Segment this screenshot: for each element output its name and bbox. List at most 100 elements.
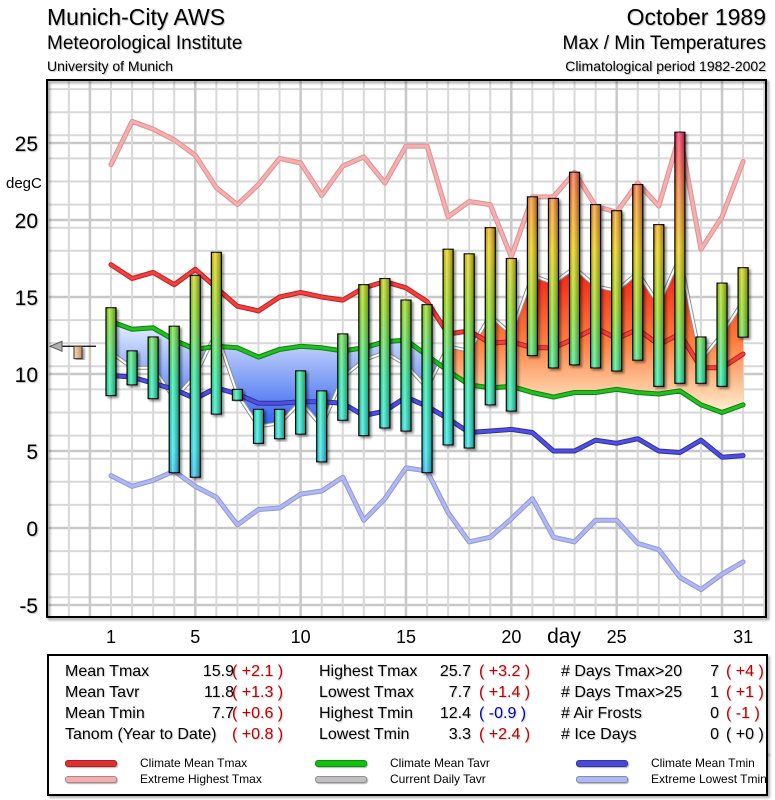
stat-row: Mean Tmax 15.9( +2.1 )	[49, 662, 766, 682]
statistics-panel: Mean Tmax 15.9( +2.1 ) Mean Tavr 11.8( +1.3…	[47, 654, 768, 754]
day-bar-shine	[106, 307, 116, 396]
day-bar-group	[716, 282, 728, 387]
x-tick-label: 15	[396, 627, 416, 647]
climate-period: Climatological period 1982-2002	[565, 58, 766, 74]
stat-label: Mean Tmin	[65, 705, 145, 722]
y-tick-label: 15	[15, 287, 38, 310]
stat-anomaly: ( -0.9 )	[479, 705, 527, 722]
day-bar-group	[379, 277, 391, 429]
stat-label: # Ice Days	[561, 726, 637, 743]
day-bar-group	[210, 251, 222, 415]
stat-label: Lowest Tmin	[319, 726, 410, 743]
day-bar-group	[526, 196, 539, 357]
stat-row: # Days Tmax>25 1 ( +1 )	[49, 683, 766, 703]
stat-value: 11.8	[204, 684, 234, 701]
stat-value: 7.7	[211, 705, 234, 722]
x-axis-label: day	[547, 625, 581, 648]
stat-anomaly: ( +1 )	[726, 684, 764, 701]
stat-anomaly: ( +2.1 )	[232, 663, 284, 680]
day-bar-group	[295, 370, 307, 435]
day-bar-group	[337, 333, 349, 421]
ytd-anomaly-bar	[73, 345, 83, 360]
stat-anomaly: ( -1 )	[726, 705, 760, 722]
daily-bars	[105, 131, 749, 478]
stat-anomaly: ( +1.4 )	[479, 684, 531, 701]
stat-anomaly: ( +1.3 )	[232, 684, 284, 701]
legend-label: Climate Mean Tavr	[390, 756, 490, 770]
stat-anomaly: ( +3.2 )	[479, 663, 531, 680]
day-bar-group	[400, 299, 412, 432]
stat-value: 7.7	[448, 684, 471, 701]
day-bar-group	[421, 304, 433, 474]
day-bar-shine	[400, 300, 411, 431]
day-bar-shine	[548, 198, 559, 368]
stat-label: Highest Tmax	[319, 663, 418, 680]
y-axis-ticks: -5 0 5 10 15 20 25	[15, 133, 38, 618]
day-bar-shine	[695, 337, 706, 384]
stat-value: 15.9	[202, 663, 234, 680]
day-bar-shine	[464, 253, 475, 448]
x-tick-label: 31	[733, 627, 753, 647]
stat-row: Lowest Tmin 3.3 ( +2.4 )	[49, 725, 766, 745]
warm-anomaly-fill	[209, 257, 744, 413]
day-bar-group	[547, 197, 560, 369]
stat-anomaly: ( +2.4 )	[479, 726, 531, 743]
day-bar-shine	[674, 132, 685, 384]
stat-label: # Air Frosts	[561, 705, 642, 722]
day-bar-group	[568, 171, 581, 366]
legend-swatch	[576, 776, 628, 783]
legend-swatch	[65, 776, 117, 783]
day-bar-shine	[358, 284, 369, 436]
plot-frame	[46, 79, 767, 618]
stat-row: Highest Tmin 12.4 ( -0.9 )	[49, 704, 766, 724]
day-bar-group	[147, 336, 159, 400]
day-bar-shine	[190, 275, 201, 478]
day-bar-group	[505, 257, 517, 412]
day-bar-shine	[717, 283, 728, 387]
day-bar-shine	[148, 337, 159, 399]
x-tick-label: 5	[190, 627, 200, 647]
institute-title: Meteorological Institute	[47, 33, 243, 54]
ytd-arrow-icon	[48, 340, 63, 353]
stat-label: Mean Tavr	[65, 684, 140, 701]
day-bar-shine	[211, 252, 222, 415]
day-bar-group	[632, 183, 644, 361]
stat-label: Mean Tmax	[65, 663, 150, 680]
stat-row: Tanom (Year to Date) ( +0.8 )	[49, 725, 766, 745]
legend: Climate Mean Tmax Extreme Highest Tmax Cli…	[47, 752, 768, 796]
day-bar-group	[737, 267, 749, 338]
period-title: October 1989	[626, 4, 766, 30]
day-bar-group	[484, 227, 496, 406]
day-bar-shine	[738, 267, 749, 338]
day-bar-group	[358, 284, 370, 437]
stat-row: # Days Tmax>20 7 ( +4 )	[49, 662, 766, 682]
day-bar-shine	[379, 278, 390, 428]
day-bar-group	[168, 325, 180, 474]
day-bar-shine	[506, 258, 517, 411]
day-bar-shine	[611, 210, 622, 371]
day-bar-shine	[253, 409, 264, 444]
day-bar-group	[126, 350, 138, 386]
day-bar-group	[105, 307, 117, 397]
university-title: University of Munich	[47, 58, 174, 74]
x-tick-label: 20	[501, 627, 521, 647]
stat-anomaly: ( +4 )	[726, 663, 764, 680]
day-bar-group	[463, 253, 475, 449]
stat-anomaly: ( +0.8 )	[232, 726, 284, 743]
day-bar-group	[674, 131, 686, 384]
legend-swatch	[576, 760, 628, 767]
day-bar-group	[653, 224, 665, 387]
legend-label: Current Daily Tavr	[390, 772, 486, 786]
year-to-date-indicator	[48, 340, 96, 360]
day-bar-shine	[590, 204, 601, 368]
stat-row: Lowest Tmax 7.7 ( +1.4 )	[49, 683, 766, 703]
day-bar-group	[231, 388, 244, 401]
stat-row: Highest Tmax 25.7 ( +3.2 )	[49, 662, 766, 682]
legend-swatch	[315, 776, 367, 783]
legend-label: Climate Mean Tmin	[651, 756, 755, 770]
day-bar-shine	[422, 304, 433, 473]
y-axis-label: degC	[6, 175, 42, 192]
day-bar-shine	[443, 249, 454, 445]
day-bar-group	[442, 248, 454, 446]
